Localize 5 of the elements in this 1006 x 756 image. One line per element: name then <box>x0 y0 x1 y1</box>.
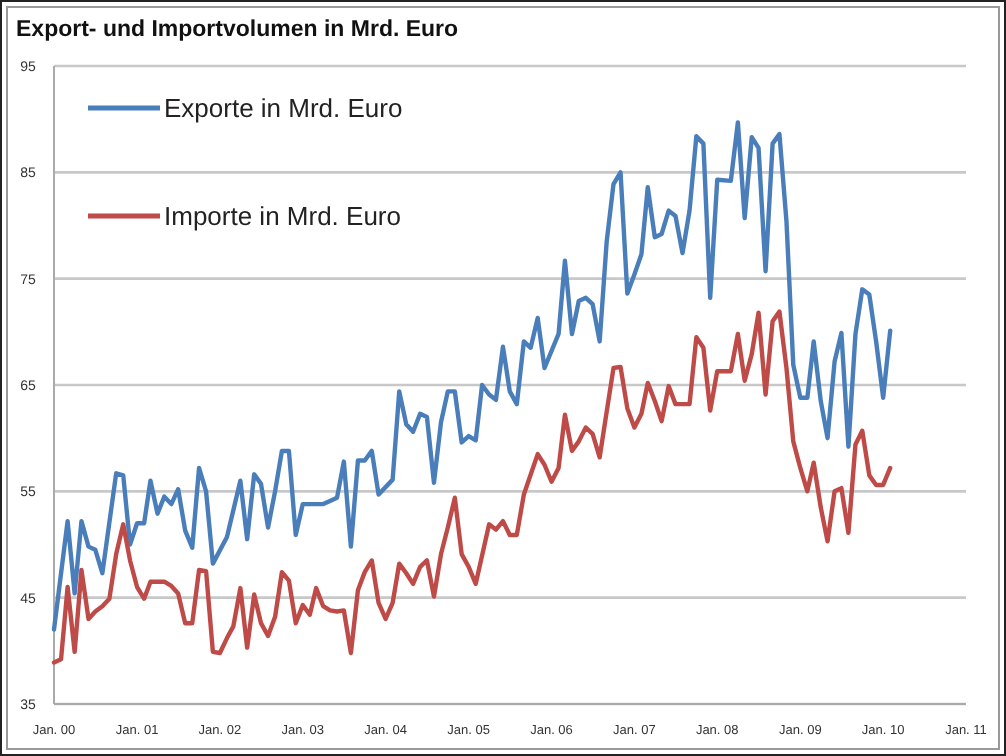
legend-label: Exporte in Mrd. Euro <box>164 93 403 124</box>
legend-label: Importe in Mrd. Euro <box>164 201 401 232</box>
line-series <box>51 120 893 632</box>
chart-title: Export- und Importvolumen in Mrd. Euro <box>16 18 459 42</box>
line-series <box>51 309 893 665</box>
